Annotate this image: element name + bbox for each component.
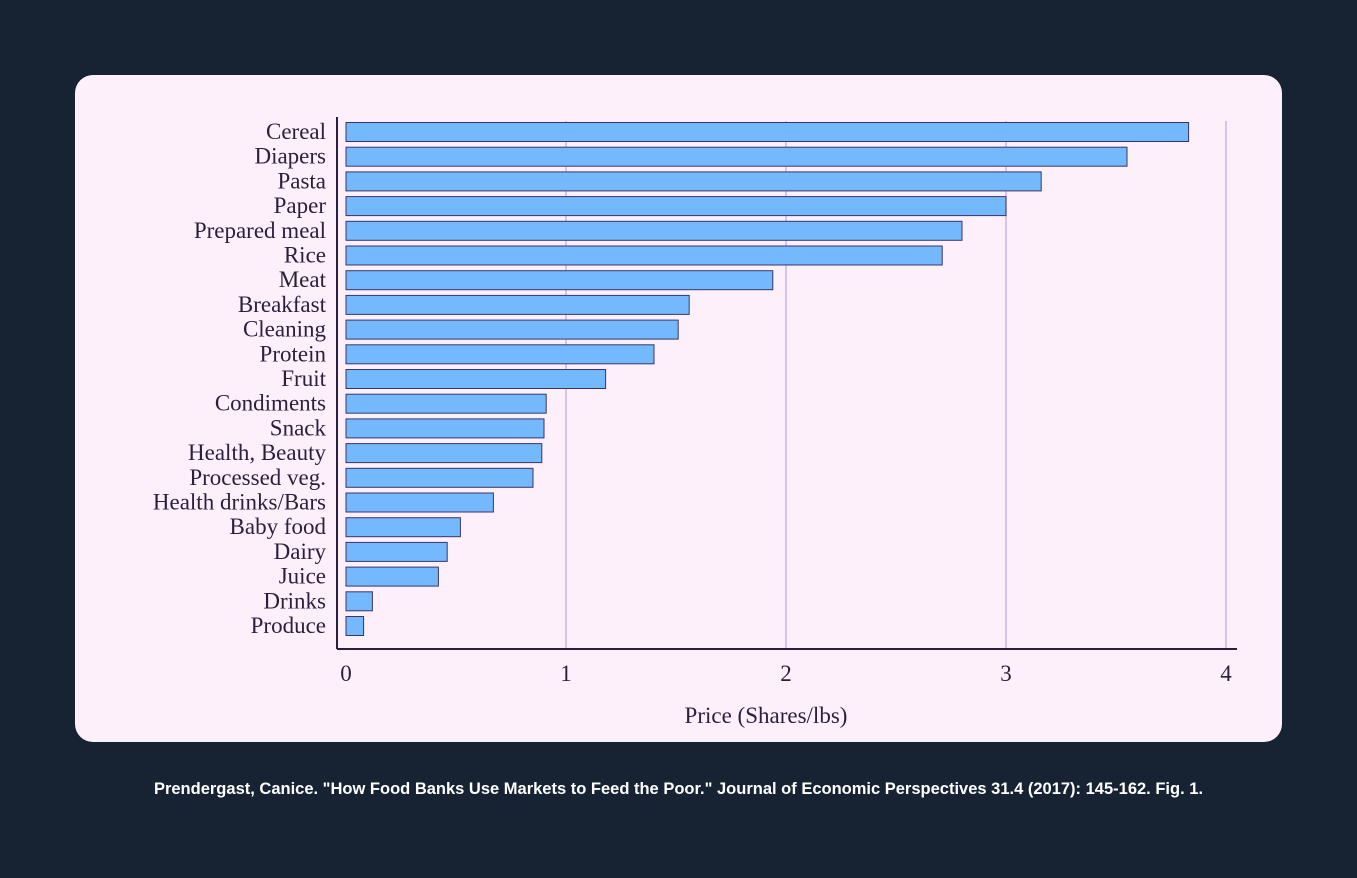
category-label: Health, Beauty [188, 440, 326, 465]
bar [345, 517, 461, 538]
bar [345, 171, 1042, 192]
category-label: Rice [284, 243, 326, 268]
x-axis-label: Price (Shares/lbs) [685, 703, 848, 728]
bar [345, 344, 655, 365]
citation-caption: Prendergast, Canice. "How Food Banks Use… [153, 780, 1204, 798]
axes [336, 117, 1237, 650]
x-tick-label: 1 [560, 661, 572, 686]
x-tick-labels: 0 1 2 3 4 [340, 661, 1232, 686]
bar [345, 616, 365, 636]
bar [345, 294, 690, 315]
bar [345, 591, 373, 612]
bar [345, 122, 1190, 142]
bar [345, 541, 448, 562]
x-tick-label: 4 [1220, 661, 1232, 686]
bar [345, 196, 1007, 217]
x-tick-label: 3 [1000, 661, 1012, 686]
category-label: Cleaning [243, 317, 327, 342]
category-label: Diapers [254, 144, 326, 169]
category-label: Snack [270, 415, 327, 440]
category-label: Paper [274, 193, 327, 218]
bar [345, 146, 1128, 167]
x-tick-label: 0 [340, 661, 352, 686]
chart-card: Cereal Diapers Pasta Paper Prepared meal Rice… [75, 75, 1282, 742]
bar [345, 467, 534, 488]
category-label: Processed veg. [189, 465, 326, 490]
x-tick-label: 2 [780, 661, 792, 686]
category-label: Meat [279, 267, 327, 292]
category-label: Produce [251, 613, 326, 638]
bar [345, 319, 679, 340]
category-label: Juice [279, 564, 326, 589]
bar [345, 492, 494, 513]
bar [345, 566, 439, 587]
category-label: Pasta [277, 168, 326, 193]
category-label: Dairy [274, 539, 327, 564]
category-label: Drinks [263, 588, 326, 613]
category-label: Baby food [230, 514, 327, 539]
category-label: Breakfast [238, 292, 327, 317]
category-label: Protein [260, 341, 327, 366]
category-label: Condiments [215, 391, 326, 416]
bar [345, 369, 607, 389]
bar [345, 443, 543, 464]
category-label: Prepared meal [194, 218, 326, 243]
bar [345, 245, 943, 266]
bar [345, 418, 545, 439]
bar [345, 393, 547, 414]
category-label: Fruit [281, 366, 326, 391]
bar [345, 220, 963, 241]
category-label: Health drinks/Bars [153, 490, 326, 515]
bars [345, 122, 1190, 636]
bar [345, 270, 774, 291]
category-label: Cereal [266, 119, 326, 144]
